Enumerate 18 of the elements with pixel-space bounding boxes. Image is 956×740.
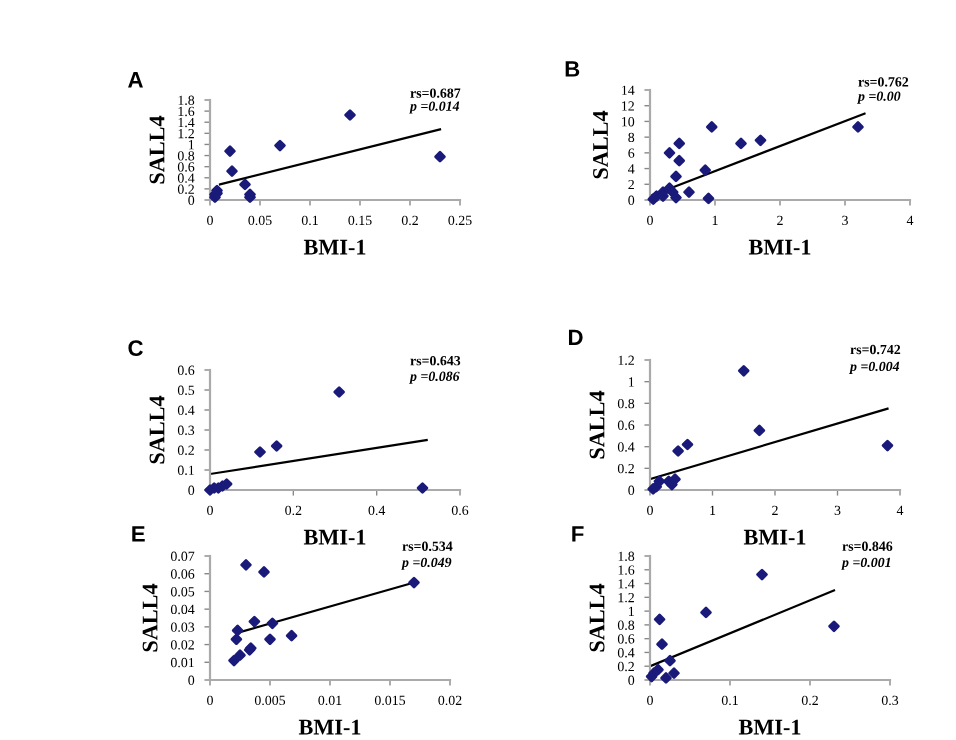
x-axis-title: BMI-1 bbox=[303, 529, 366, 545]
chart-title: C bbox=[128, 340, 143, 357]
y-axis-title: SALL4 bbox=[142, 583, 158, 652]
y-axis-title: SALL4 bbox=[589, 390, 605, 459]
x-axis-title: BMI-1 bbox=[298, 719, 361, 735]
chart-title: A bbox=[128, 72, 143, 88]
y-axis-title: SALL4 bbox=[593, 110, 608, 179]
y-axis-title: SALL4 bbox=[149, 115, 165, 184]
chart-title: E bbox=[132, 526, 145, 542]
chart-title: B bbox=[565, 61, 580, 77]
x-axis-title: BMI-1 bbox=[743, 529, 806, 545]
y-axis-title: SALL4 bbox=[149, 395, 165, 464]
x-axis-title: BMI-1 bbox=[738, 719, 801, 735]
x-axis-title: BMI-1 bbox=[748, 239, 811, 255]
chart-title: D bbox=[568, 329, 583, 345]
x-axis-title: BMI-1 bbox=[303, 239, 366, 255]
chart-title: F bbox=[572, 526, 584, 542]
y-axis-title: SALL4 bbox=[589, 583, 605, 652]
